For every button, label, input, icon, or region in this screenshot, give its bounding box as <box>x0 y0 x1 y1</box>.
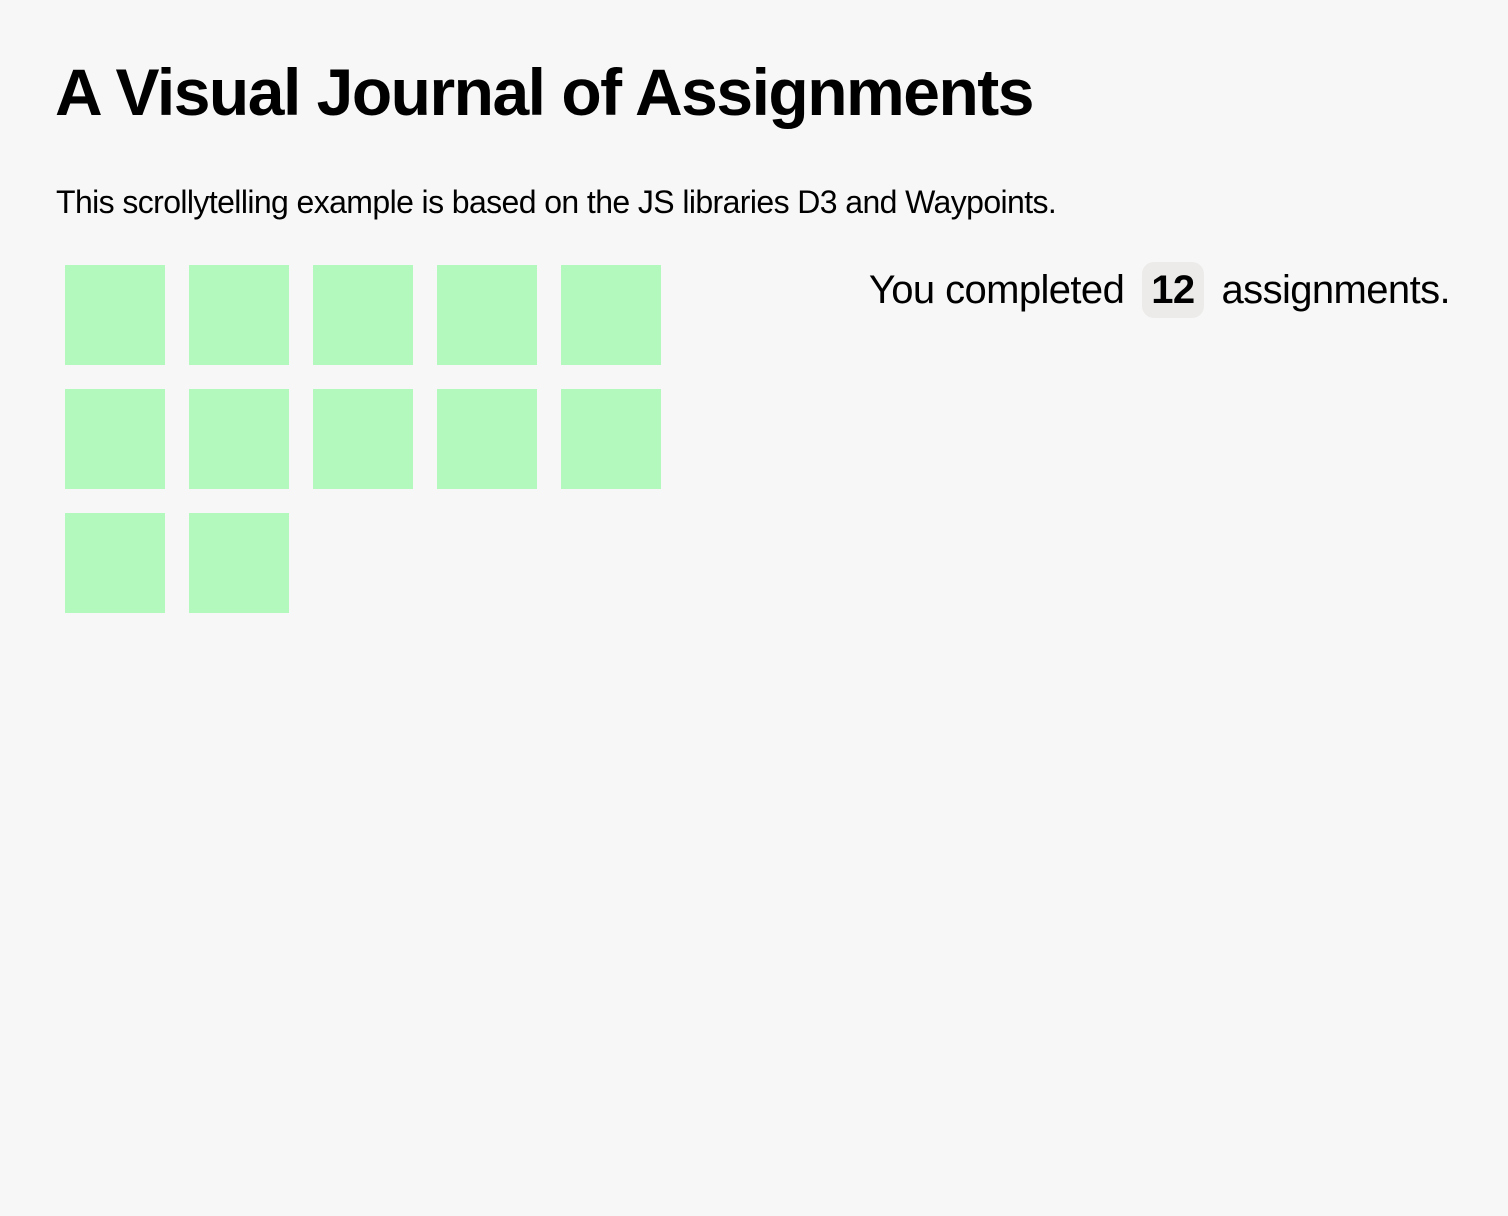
assignment-square <box>65 389 165 489</box>
assignment-square <box>437 265 537 365</box>
assignment-square <box>313 265 413 365</box>
assignment-square <box>189 265 289 365</box>
assignment-square <box>561 389 661 489</box>
assignment-square <box>313 389 413 489</box>
completed-count-badge: 12 <box>1142 262 1204 318</box>
assignment-square <box>437 389 537 489</box>
assignment-square <box>189 389 289 489</box>
assignment-square <box>189 513 289 613</box>
assignments-grid <box>65 265 685 637</box>
completion-status: You completed 12 assignments. <box>868 262 1451 318</box>
intro-text: This scrollytelling example is based on … <box>56 184 1057 220</box>
assignment-square <box>65 513 165 613</box>
assignment-square <box>65 265 165 365</box>
status-suffix: assignments. <box>1221 268 1451 312</box>
status-prefix: You completed <box>868 268 1125 312</box>
page-title: A Visual Journal of Assignments <box>55 55 1034 129</box>
assignment-square <box>561 265 661 365</box>
